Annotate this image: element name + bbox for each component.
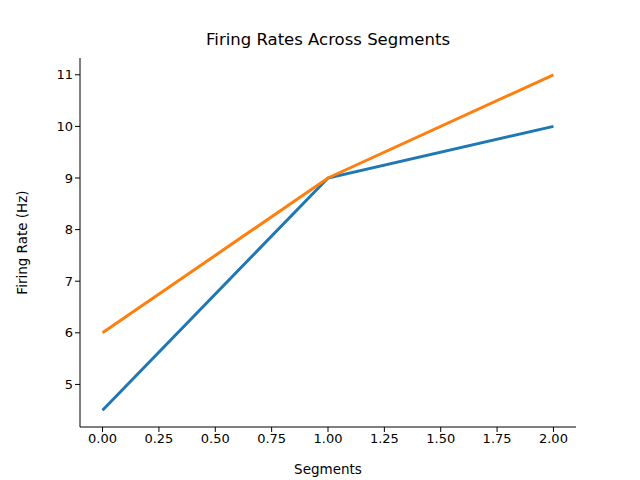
svg-text:11: 11 xyxy=(56,67,73,82)
svg-text:1.75: 1.75 xyxy=(483,431,512,446)
svg-text:0.00: 0.00 xyxy=(88,431,117,446)
html-text:Firing Rates Across Segments: Firing Rates Across Segments xyxy=(206,30,450,49)
svg-text:8: 8 xyxy=(65,222,73,237)
svg-text:0.25: 0.25 xyxy=(144,431,173,446)
svg-text:6: 6 xyxy=(65,325,73,340)
svg-text:10: 10 xyxy=(56,119,73,134)
svg-text:7: 7 xyxy=(65,274,73,289)
svg-text:0.50: 0.50 xyxy=(201,431,230,446)
svg-text:1.00: 1.00 xyxy=(314,431,343,446)
svg-text:9: 9 xyxy=(65,171,73,186)
svg-text:5: 5 xyxy=(65,377,73,392)
svg-text:2.00: 2.00 xyxy=(539,431,568,446)
svg-text:0.75: 0.75 xyxy=(257,431,286,446)
svg-text:1.25: 1.25 xyxy=(370,431,399,446)
svg-text:Segments: Segments xyxy=(294,461,362,477)
svg-text:Firing Rate (Hz): Firing Rate (Hz) xyxy=(14,190,30,294)
svg-text:1.50: 1.50 xyxy=(426,431,455,446)
